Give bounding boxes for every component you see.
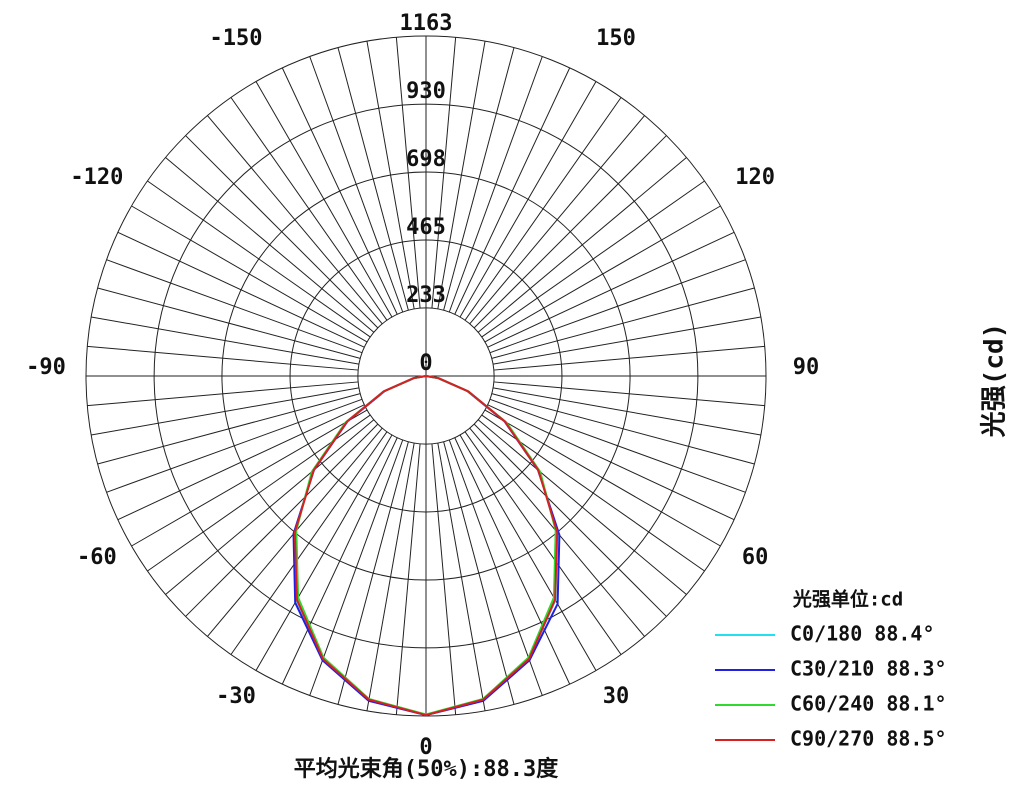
angle-tick-label: 150 bbox=[596, 26, 636, 51]
r-tick-label: 1163 bbox=[400, 11, 453, 36]
angle-tick-label: 30 bbox=[603, 684, 630, 709]
caption: 平均光束角(50%):88.3度 bbox=[294, 756, 559, 782]
curves bbox=[292, 375, 561, 717]
ring bbox=[357, 307, 495, 445]
legend-label: C0/180 88.4° bbox=[790, 622, 935, 646]
angle-tick-label: 60 bbox=[742, 545, 769, 570]
angle-tick-label: 0 bbox=[419, 735, 432, 760]
ring bbox=[221, 171, 631, 581]
r-tick-label: 698 bbox=[406, 147, 446, 172]
legend-label: C60/240 88.1° bbox=[790, 692, 947, 716]
angle-tick-label: -60 bbox=[77, 545, 117, 570]
r-tick-label: 930 bbox=[406, 79, 446, 104]
legend-label: C30/210 88.3° bbox=[790, 657, 947, 681]
angle-tick-label: -150 bbox=[210, 26, 263, 51]
legend-title: 光强单位:cd bbox=[792, 588, 903, 611]
angle-tick-label: -30 bbox=[216, 684, 256, 709]
r-tick-label: 465 bbox=[406, 215, 446, 240]
r-axis-label: 光强(cd) bbox=[980, 323, 1010, 439]
angle-tick-label: -120 bbox=[70, 165, 123, 190]
labels: 0 233 465 698 930 1163 -150 -120 -90 -60 -30 0 30 60 9… bbox=[26, 11, 819, 760]
ring bbox=[153, 103, 699, 649]
angle-tick-label: 120 bbox=[735, 165, 775, 190]
legend-label: C90/270 88.5° bbox=[790, 727, 947, 751]
angle-tick-label: -90 bbox=[26, 355, 66, 380]
curve bbox=[293, 375, 559, 717]
r-tick-label: 233 bbox=[406, 283, 446, 308]
ring bbox=[289, 239, 563, 513]
r-tick-label: 0 bbox=[419, 351, 432, 376]
angle-tick-label: 90 bbox=[793, 355, 820, 380]
